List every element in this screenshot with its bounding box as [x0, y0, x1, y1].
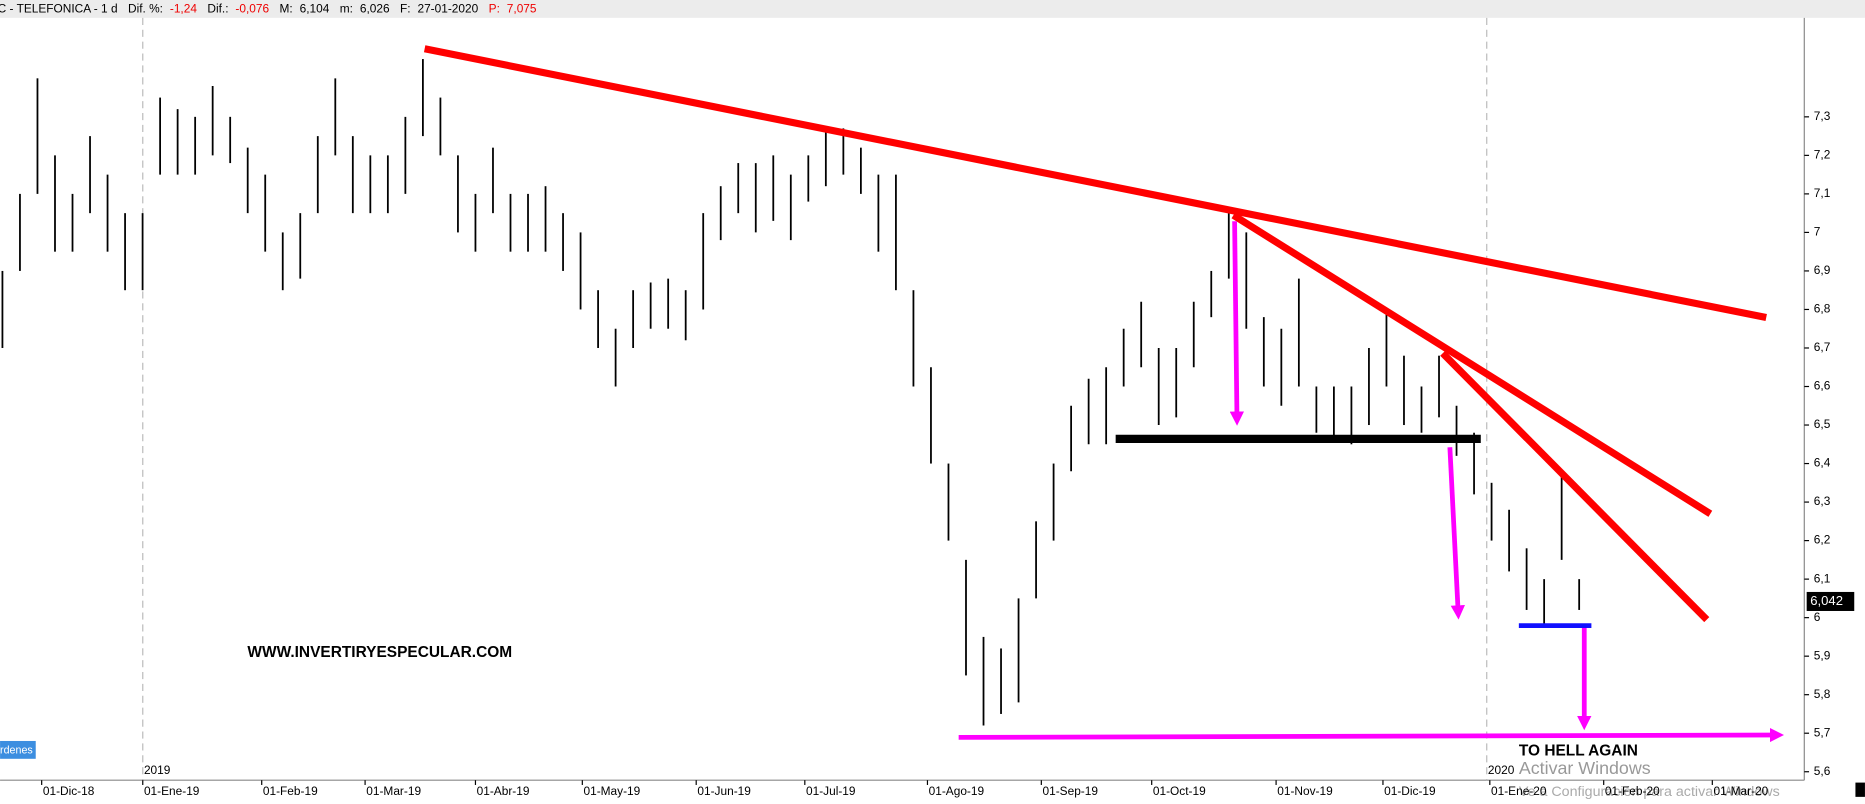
y-tick-label: 7	[1814, 225, 1821, 239]
y-tick-label: 6,1	[1814, 571, 1831, 585]
header-value: 6,026	[360, 2, 390, 16]
header-value: 27-01-2020	[417, 2, 478, 16]
last-price-label: 6,042	[1810, 593, 1843, 608]
y-tick-label: 6,9	[1814, 263, 1831, 277]
y-tick-label: 5,6	[1814, 764, 1831, 778]
y-tick-label: 6,4	[1814, 456, 1831, 470]
x-tick-label: 01-Feb-20	[1605, 784, 1660, 798]
arrow	[1447, 447, 1465, 620]
side-tab[interactable]	[0, 740, 36, 759]
x-tick-label: 01-Ene-19	[144, 784, 200, 798]
y-tick-label: 6,2	[1814, 533, 1831, 547]
header-key: F:	[400, 2, 411, 16]
y-tick-label: 7,1	[1814, 186, 1831, 200]
target-line	[958, 727, 1785, 743]
arrow	[1229, 221, 1245, 426]
x-tick-label: 01-Jun-19	[697, 784, 751, 798]
header-value: 6,104	[300, 2, 330, 16]
x-tick-label: 01-Mar-19	[366, 784, 421, 798]
trend-line	[1231, 212, 1713, 517]
x-tick-label: 01-Ene-20	[1491, 784, 1547, 798]
header-key: m:	[340, 2, 353, 16]
year-label: 2019	[144, 763, 171, 777]
last-price-box	[1806, 591, 1855, 611]
annotation: WWW.INVERTIRYESPECULAR.COM	[247, 644, 512, 661]
x-tick-label: 01-Sep-19	[1043, 784, 1099, 798]
header-value: -1,24	[170, 2, 197, 16]
corner-box	[1855, 782, 1865, 797]
year-label: 2020	[1488, 763, 1515, 777]
trend-line	[1440, 350, 1710, 623]
x-tick-label: 01-May-19	[584, 784, 641, 798]
y-tick-label: 5,9	[1814, 648, 1831, 662]
header-value: -0,076	[235, 2, 269, 16]
y-tick-label: 6,8	[1814, 302, 1831, 316]
x-tick-label: 01-Feb-19	[263, 784, 318, 798]
y-tick-label: 6,6	[1814, 379, 1831, 393]
y-tick-label: 6,5	[1814, 417, 1831, 431]
y-tick-label: 7,3	[1814, 109, 1831, 123]
x-tick-label: 01-Jul-19	[806, 784, 856, 798]
header-key: P:	[489, 2, 500, 16]
annotations	[423, 45, 1785, 743]
x-tick-label: 01-Oct-19	[1153, 784, 1206, 798]
y-tick-label: 5,8	[1814, 687, 1831, 701]
y-tick-label: 6,7	[1814, 340, 1831, 354]
annotation: TO HELL AGAIN	[1519, 743, 1638, 760]
x-tick-label: 01-Ago-19	[929, 784, 985, 798]
header-key: Dif. %:	[128, 2, 163, 16]
x-tick-label: 01-Dic-18	[43, 784, 95, 798]
header-bar	[0, 0, 1865, 18]
x-tick-label: 01-Mar-20	[1714, 784, 1769, 798]
x-tick-label: 01-Nov-19	[1277, 784, 1333, 798]
watermark: Activar Windows	[1519, 758, 1651, 778]
y-tick-label: 6,3	[1814, 494, 1831, 508]
header-key: M:	[280, 2, 293, 16]
header: C - TELEFONICA - 1 d Dif. %: -1,24 Dif.:…	[0, 2, 537, 16]
trend-line	[423, 45, 1767, 322]
header-key: Dif.:	[207, 2, 228, 16]
header-symbol: C - TELEFONICA - 1 d	[0, 2, 118, 16]
x-tick-label: 01-Dic-19	[1384, 784, 1436, 798]
y-tick-label: 6	[1814, 610, 1821, 624]
bars	[1, 59, 1581, 726]
y-tick-label: 5,7	[1814, 725, 1831, 739]
header-value: 7,075	[507, 2, 537, 16]
watermark: Ve a Configuración para activar Windows	[1519, 784, 1780, 800]
x-tick-label: 01-Abr-19	[477, 784, 530, 798]
y-tick-label: 7,2	[1814, 148, 1831, 162]
side-tab-label: rdenes	[0, 744, 33, 756]
